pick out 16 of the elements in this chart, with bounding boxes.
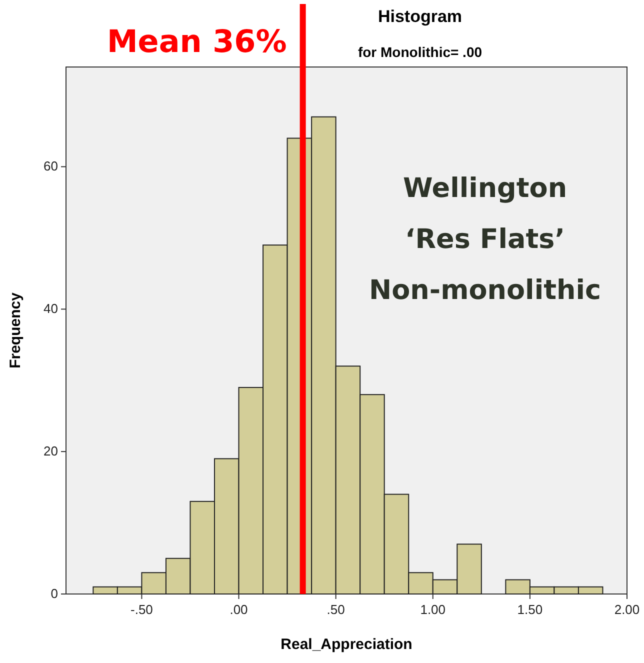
ref-line-label: Mean 36% xyxy=(106,24,287,60)
x-tick-label: -.50 xyxy=(130,602,153,617)
annotation: Wellington ‘Res Flats’ Non-monolithic xyxy=(369,173,601,306)
y-tick-label: 40 xyxy=(44,301,58,316)
y-axis-title: Frequency xyxy=(7,292,24,368)
x-axis-title: Real_Appreciation xyxy=(280,636,412,653)
chart-subtitle: for Monolithic= .00 xyxy=(358,44,482,60)
y-tick-label: 60 xyxy=(44,158,58,174)
chart-title: Histogram xyxy=(378,7,462,26)
y-tick-label: 0 xyxy=(50,586,58,601)
y-tick-label: 20 xyxy=(44,444,58,459)
x-tick-label: .50 xyxy=(326,602,345,617)
x-tick-label: .00 xyxy=(230,602,248,617)
x-tick-label: 1.00 xyxy=(420,602,446,617)
x-tick-label: 1.50 xyxy=(517,602,543,617)
x-tick-label: 2.00 xyxy=(614,602,640,617)
